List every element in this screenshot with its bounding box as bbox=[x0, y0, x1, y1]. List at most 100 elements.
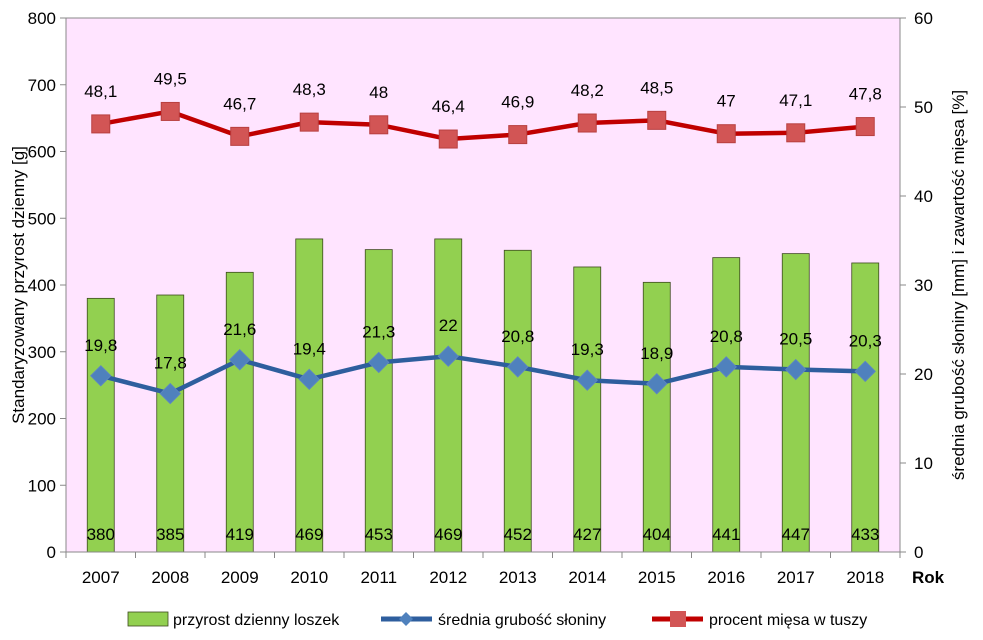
x-tick-label: 2017 bbox=[777, 568, 815, 587]
bar-value-label: 419 bbox=[226, 525, 254, 544]
grubosc-value-label: 20,8 bbox=[710, 327, 743, 346]
y-left-tick-label: 700 bbox=[28, 76, 56, 95]
bar-value-label: 433 bbox=[851, 525, 879, 544]
bar-przyrost bbox=[156, 294, 185, 553]
legend-swatch-przyrost bbox=[127, 611, 169, 627]
marker-square bbox=[786, 123, 806, 143]
y-right-tick-label: 50 bbox=[914, 98, 933, 117]
grubosc-value-label: 19,8 bbox=[84, 336, 117, 355]
x-tick-label: 2016 bbox=[707, 568, 745, 587]
marker-diamond bbox=[854, 360, 876, 383]
marker-square bbox=[647, 110, 667, 130]
marker-diamond bbox=[368, 351, 390, 374]
legend-label-procent: procent mięsa w tuszy bbox=[709, 612, 867, 629]
marker-square bbox=[299, 112, 319, 132]
marker-square bbox=[855, 117, 875, 137]
y-left-tick-label: 400 bbox=[28, 276, 56, 295]
grubosc-value-label: 19,4 bbox=[293, 339, 326, 358]
y-axis-right-title: średnia grubość słoniny [mm] i zawartość… bbox=[949, 90, 968, 480]
x-tick-label: 2012 bbox=[429, 568, 467, 587]
y-left-tick-label: 800 bbox=[28, 9, 56, 28]
procent-value-label: 49,5 bbox=[154, 69, 187, 88]
grubosc-value-label: 19,3 bbox=[571, 340, 604, 359]
procent-value-label: 47,1 bbox=[779, 91, 812, 110]
marker-square bbox=[160, 101, 180, 121]
legend-marker-diamond bbox=[399, 612, 413, 626]
bar-series bbox=[86, 238, 880, 553]
x-tick-label: 2018 bbox=[846, 568, 884, 587]
marker-diamond bbox=[646, 373, 668, 395]
y-left-tick-label: 500 bbox=[28, 209, 56, 228]
marker-square bbox=[508, 125, 528, 145]
marker-diamond bbox=[298, 368, 320, 391]
legend-label-grubosc: średnia grubość słoniny bbox=[438, 612, 606, 629]
y-right-tick-label: 0 bbox=[914, 543, 923, 562]
x-axis-title: Rok bbox=[912, 568, 945, 587]
procent-value-label: 48,1 bbox=[84, 82, 117, 101]
marker-diamond bbox=[159, 382, 181, 405]
line-series-group bbox=[90, 101, 876, 405]
y-left-tick-label: 200 bbox=[28, 410, 56, 429]
bar-value-label: 453 bbox=[365, 525, 393, 544]
bar-value-label: 427 bbox=[573, 525, 601, 544]
plot-area bbox=[65, 17, 901, 553]
marker-square bbox=[438, 129, 458, 149]
line-grubosc-sloniny bbox=[100, 353, 866, 396]
marker-diamond bbox=[576, 369, 598, 391]
marker-square bbox=[230, 126, 250, 146]
procent-value-label: 48,3 bbox=[293, 80, 326, 99]
bar-przyrost bbox=[642, 281, 671, 553]
procent-value-label: 46,9 bbox=[501, 93, 534, 112]
bar-value-label: 404 bbox=[643, 525, 671, 544]
grubosc-value-label: 21,3 bbox=[362, 322, 395, 341]
marker-diamond bbox=[507, 356, 529, 378]
x-tick-label: 2007 bbox=[82, 568, 120, 587]
x-tick-label: 2013 bbox=[499, 568, 537, 587]
x-tick-label: 2015 bbox=[638, 568, 676, 587]
marker-square bbox=[91, 114, 111, 134]
grubosc-value-label: 18,9 bbox=[640, 344, 673, 363]
data-labels: 380 385 419 469 453 469 452 427 404 441 447 433 19,8… bbox=[84, 69, 882, 544]
grubosc-value-label: 21,6 bbox=[223, 320, 256, 339]
y-right-tick-label: 20 bbox=[914, 365, 933, 384]
y-axis-left-title: Standaryzowany przyrost dzienny [g] bbox=[9, 146, 28, 424]
marker-diamond bbox=[437, 345, 459, 367]
y-left-tick-label: 300 bbox=[28, 343, 56, 362]
line-procent-miesa bbox=[100, 109, 866, 142]
marker-diamond bbox=[715, 356, 737, 378]
grubosc-value-label: 17,8 bbox=[154, 354, 187, 373]
bar-przyrost bbox=[295, 238, 324, 553]
procent-value-label: 48 bbox=[369, 83, 388, 102]
procent-value-label: 48,5 bbox=[640, 78, 673, 97]
bar-value-label: 380 bbox=[87, 525, 115, 544]
x-tick-label: 2011 bbox=[360, 568, 397, 587]
y-left-tick-label: 0 bbox=[47, 543, 56, 562]
x-tick-label: 2008 bbox=[151, 568, 189, 587]
marker-square bbox=[577, 113, 597, 133]
grubosc-value-label: 20,8 bbox=[501, 327, 534, 346]
y-left-tick-label: 600 bbox=[28, 143, 56, 162]
procent-value-label: 46,4 bbox=[432, 97, 465, 116]
bar-value-label: 452 bbox=[504, 525, 532, 544]
bar-przyrost bbox=[225, 271, 254, 553]
x-tick-label: 2014 bbox=[568, 568, 606, 587]
legend: przyrost dzienny loszek średnia grubość s… bbox=[127, 611, 867, 629]
marker-square bbox=[716, 124, 736, 144]
bar-value-label: 469 bbox=[295, 525, 323, 544]
grubosc-value-label: 20,5 bbox=[779, 330, 812, 349]
bar-przyrost bbox=[86, 297, 115, 553]
axes: 0 100 200 300 400 500 600 700 800 0 10 20 30 40 50 60 20… bbox=[28, 9, 933, 587]
legend-label-przyrost: przyrost dzienny loszek bbox=[173, 612, 340, 629]
bar-value-label: 441 bbox=[712, 525, 740, 544]
bar-przyrost bbox=[503, 249, 532, 553]
y-right-tick-label: 60 bbox=[914, 9, 933, 28]
bar-przyrost bbox=[573, 266, 602, 553]
marker-diamond bbox=[90, 365, 112, 387]
grubosc-value-label: 22 bbox=[439, 316, 458, 335]
procent-value-label: 46,7 bbox=[223, 94, 256, 113]
marker-diamond bbox=[229, 349, 251, 371]
bar-value-label: 447 bbox=[782, 525, 810, 544]
y-left-tick-label: 100 bbox=[28, 476, 56, 495]
bar-value-label: 385 bbox=[156, 525, 184, 544]
bar-przyrost bbox=[364, 249, 393, 553]
